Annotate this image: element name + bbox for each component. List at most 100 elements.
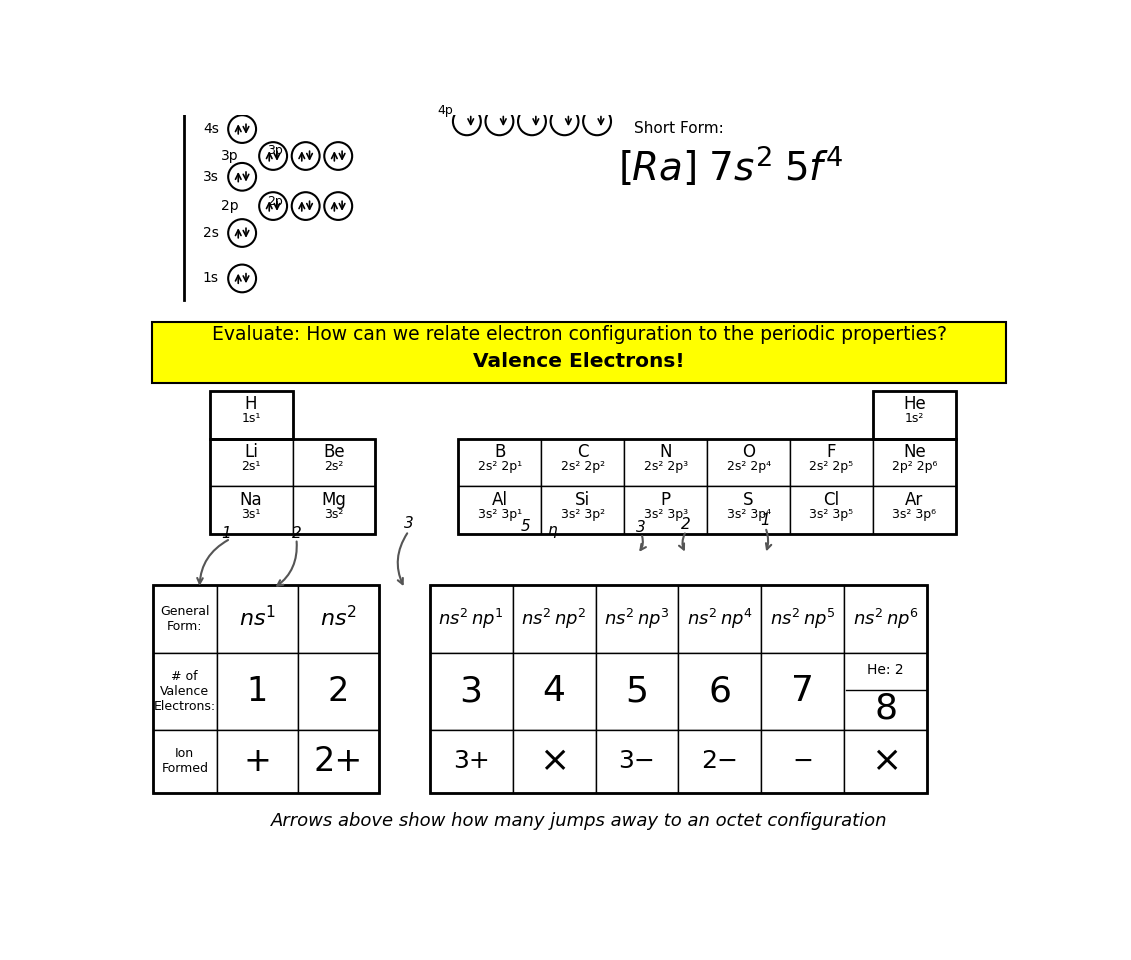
Bar (596, 730, 679, 793)
Text: Al: Al (492, 491, 508, 509)
Bar (153, 585, 216, 653)
Text: Ar: Ar (905, 491, 924, 509)
Text: S: S (743, 491, 754, 509)
Bar (458, 439, 956, 534)
Text: 5: 5 (625, 674, 648, 708)
Text: Ion
Formed: Ion Formed (162, 747, 208, 776)
Text: 2s² 2p³: 2s² 2p³ (644, 460, 688, 473)
Text: 2−: 2− (701, 749, 739, 773)
Text: Ne: Ne (903, 444, 926, 461)
Bar (209, 439, 375, 534)
Text: −: − (793, 749, 813, 773)
Text: 2+: 2+ (314, 745, 363, 778)
Bar (216, 730, 297, 793)
Text: 8: 8 (874, 691, 897, 725)
Text: 4s: 4s (202, 122, 219, 136)
Text: N: N (659, 444, 672, 461)
Text: $ns^2\,np^6$: $ns^2\,np^6$ (853, 607, 918, 631)
Bar (873, 487, 956, 534)
Text: 2p² 2p⁶: 2p² 2p⁶ (891, 460, 938, 473)
Bar (624, 439, 707, 487)
Text: 2: 2 (681, 517, 691, 533)
Text: Evaluate: How can we relate electron configuration to the periodic properties?: Evaluate: How can we relate electron con… (211, 324, 947, 344)
Bar (761, 585, 845, 653)
Text: B: B (494, 444, 506, 461)
Bar (542, 487, 624, 534)
Text: 1: 1 (247, 675, 268, 708)
Text: He: 2: He: 2 (867, 662, 904, 677)
Text: 3−: 3− (619, 749, 656, 773)
Bar (209, 391, 293, 439)
Text: 2s¹: 2s¹ (241, 460, 261, 473)
Text: 2: 2 (328, 675, 349, 708)
Bar (679, 653, 761, 730)
Text: 4: 4 (543, 674, 566, 708)
Text: Na: Na (240, 491, 262, 509)
Text: # of
Valence
Electrons:: # of Valence Electrons: (154, 670, 216, 712)
Bar (845, 653, 927, 730)
Bar (542, 439, 624, 487)
Text: $ns^2\,np^1$: $ns^2\,np^1$ (439, 607, 504, 631)
Text: Cl: Cl (823, 491, 839, 509)
Text: $ns^2\,np^3$: $ns^2\,np^3$ (604, 607, 670, 631)
Bar (430, 585, 512, 653)
Text: F: F (827, 444, 836, 461)
Bar (153, 322, 1007, 383)
Text: Valence Electrons!: Valence Electrons! (474, 352, 685, 372)
Text: 3s² 3p³: 3s² 3p³ (644, 508, 688, 521)
Bar (791, 487, 873, 534)
Text: 3s² 3p⁴: 3s² 3p⁴ (726, 508, 770, 521)
Text: Li: Li (244, 444, 258, 461)
Text: H: H (244, 396, 257, 414)
Bar (297, 585, 379, 653)
Bar (209, 487, 293, 534)
Text: C: C (577, 444, 588, 461)
Bar (297, 730, 379, 793)
Bar (707, 439, 791, 487)
Bar (845, 585, 927, 653)
Text: 2s: 2s (202, 226, 219, 240)
Text: ×: × (871, 744, 901, 779)
Text: 2s² 2p²: 2s² 2p² (561, 460, 605, 473)
Text: 1s¹: 1s¹ (241, 413, 261, 425)
Text: 2s² 2p⁴: 2s² 2p⁴ (726, 460, 770, 473)
Text: 3s: 3s (202, 170, 219, 183)
Text: $[Ra]\;7s^{2}\;5f^{4}$: $[Ra]\;7s^{2}\;5f^{4}$ (618, 144, 844, 189)
Text: Short Form:: Short Form: (633, 121, 723, 136)
Text: 3: 3 (404, 516, 414, 531)
Text: 2: 2 (292, 526, 301, 540)
Bar (430, 730, 512, 793)
Text: 3s² 3p⁵: 3s² 3p⁵ (810, 508, 854, 521)
Text: $ns^2\,np^2$: $ns^2\,np^2$ (521, 607, 587, 631)
Bar (216, 653, 297, 730)
Bar (430, 585, 927, 793)
Text: 3p: 3p (221, 149, 239, 163)
Bar (293, 439, 375, 487)
Text: $ns^2$: $ns^2$ (320, 606, 357, 632)
Text: 4p: 4p (438, 104, 452, 117)
Text: 3s² 3p²: 3s² 3p² (561, 508, 605, 521)
Bar (458, 439, 542, 487)
Text: O: O (742, 444, 756, 461)
Text: 3: 3 (637, 520, 646, 536)
Bar (153, 730, 216, 793)
Text: $ns^2\,np^5$: $ns^2\,np^5$ (770, 607, 836, 631)
Bar (209, 439, 293, 487)
Text: He: He (903, 396, 926, 414)
Text: 3s² 3p¹: 3s² 3p¹ (477, 508, 521, 521)
Text: P: P (661, 491, 671, 509)
Bar (873, 439, 956, 487)
Bar (679, 730, 761, 793)
Text: 3s² 3p⁶: 3s² 3p⁶ (892, 508, 936, 521)
Text: 2s²: 2s² (325, 460, 344, 473)
Text: Be: Be (323, 444, 345, 461)
Text: Arrows above show how many jumps away to an octet configuration: Arrows above show how many jumps away to… (271, 812, 888, 830)
Text: 3s²: 3s² (325, 508, 344, 521)
Text: General
Form:: General Form: (159, 605, 209, 633)
Text: 2p: 2p (267, 195, 283, 207)
Bar (596, 585, 679, 653)
Bar (512, 653, 596, 730)
Bar (153, 585, 379, 793)
Bar (761, 730, 845, 793)
Text: 7: 7 (792, 674, 814, 708)
